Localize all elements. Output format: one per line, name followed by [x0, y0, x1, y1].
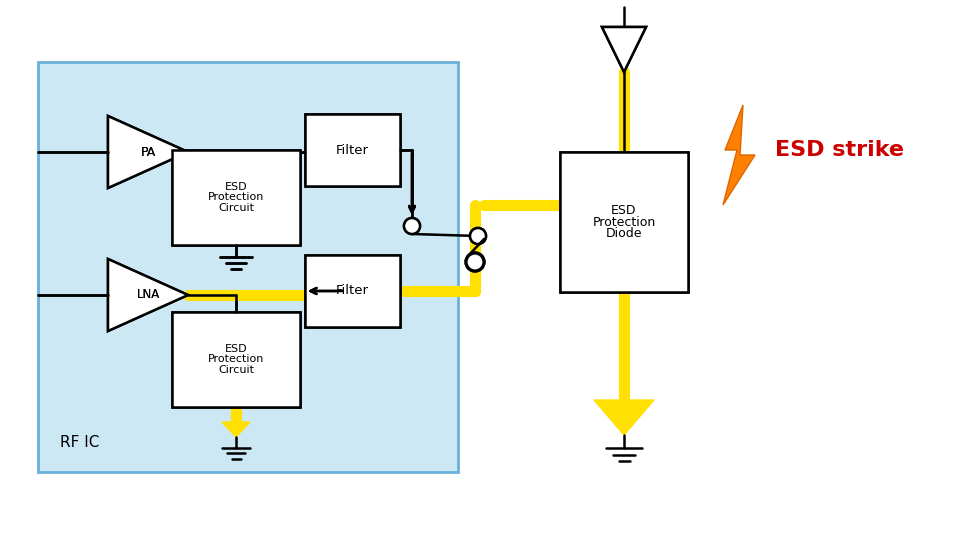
Text: Filter: Filter	[336, 285, 369, 298]
Text: Filter: Filter	[336, 285, 369, 298]
Circle shape	[470, 228, 486, 244]
Polygon shape	[723, 105, 755, 205]
Text: ESD: ESD	[225, 182, 248, 192]
Bar	[172, 150, 300, 245]
Text: ESD strike: ESD strike	[775, 140, 904, 160]
Polygon shape	[108, 259, 188, 331]
Text: ESD: ESD	[612, 204, 636, 217]
Bar	[560, 152, 688, 292]
Bar	[305, 255, 400, 327]
Polygon shape	[108, 116, 188, 188]
Text: Diode: Diode	[606, 227, 642, 240]
Bar	[305, 114, 400, 186]
Text: LNA: LNA	[136, 288, 159, 301]
Polygon shape	[108, 259, 188, 331]
Text: Filter: Filter	[336, 144, 369, 157]
Text: PA: PA	[140, 145, 156, 159]
Text: Filter: Filter	[336, 144, 369, 157]
Text: Circuit: Circuit	[218, 203, 254, 213]
Text: PA: PA	[140, 145, 156, 159]
Bar	[172, 312, 300, 407]
Polygon shape	[222, 422, 250, 437]
Circle shape	[470, 228, 486, 244]
Text: Diode: Diode	[606, 227, 642, 240]
Circle shape	[466, 253, 484, 271]
Bar	[560, 152, 688, 292]
Circle shape	[466, 253, 484, 271]
Bar	[172, 150, 300, 245]
Text: RF IC: RF IC	[60, 435, 100, 450]
Text: Protection: Protection	[592, 215, 656, 228]
Text: Circuit: Circuit	[218, 203, 254, 213]
Polygon shape	[602, 27, 646, 72]
Bar	[38, 62, 458, 472]
Text: ESD: ESD	[225, 182, 248, 192]
Text: LNA: LNA	[136, 288, 159, 301]
Text: Protection: Protection	[207, 354, 264, 364]
Circle shape	[404, 218, 420, 234]
Text: Protection: Protection	[207, 192, 264, 202]
Polygon shape	[108, 116, 188, 188]
Bar	[305, 255, 400, 327]
Polygon shape	[594, 400, 654, 435]
Bar	[172, 312, 300, 407]
Text: ESD: ESD	[225, 344, 248, 354]
Text: Protection: Protection	[207, 192, 264, 202]
Circle shape	[404, 218, 420, 234]
Text: ESD: ESD	[612, 204, 636, 217]
Text: Circuit: Circuit	[218, 365, 254, 375]
Text: ESD: ESD	[225, 344, 248, 354]
Polygon shape	[602, 27, 646, 72]
Text: Circuit: Circuit	[218, 365, 254, 375]
Bar	[305, 114, 400, 186]
Text: Protection: Protection	[207, 354, 264, 364]
Text: Protection: Protection	[592, 215, 656, 228]
